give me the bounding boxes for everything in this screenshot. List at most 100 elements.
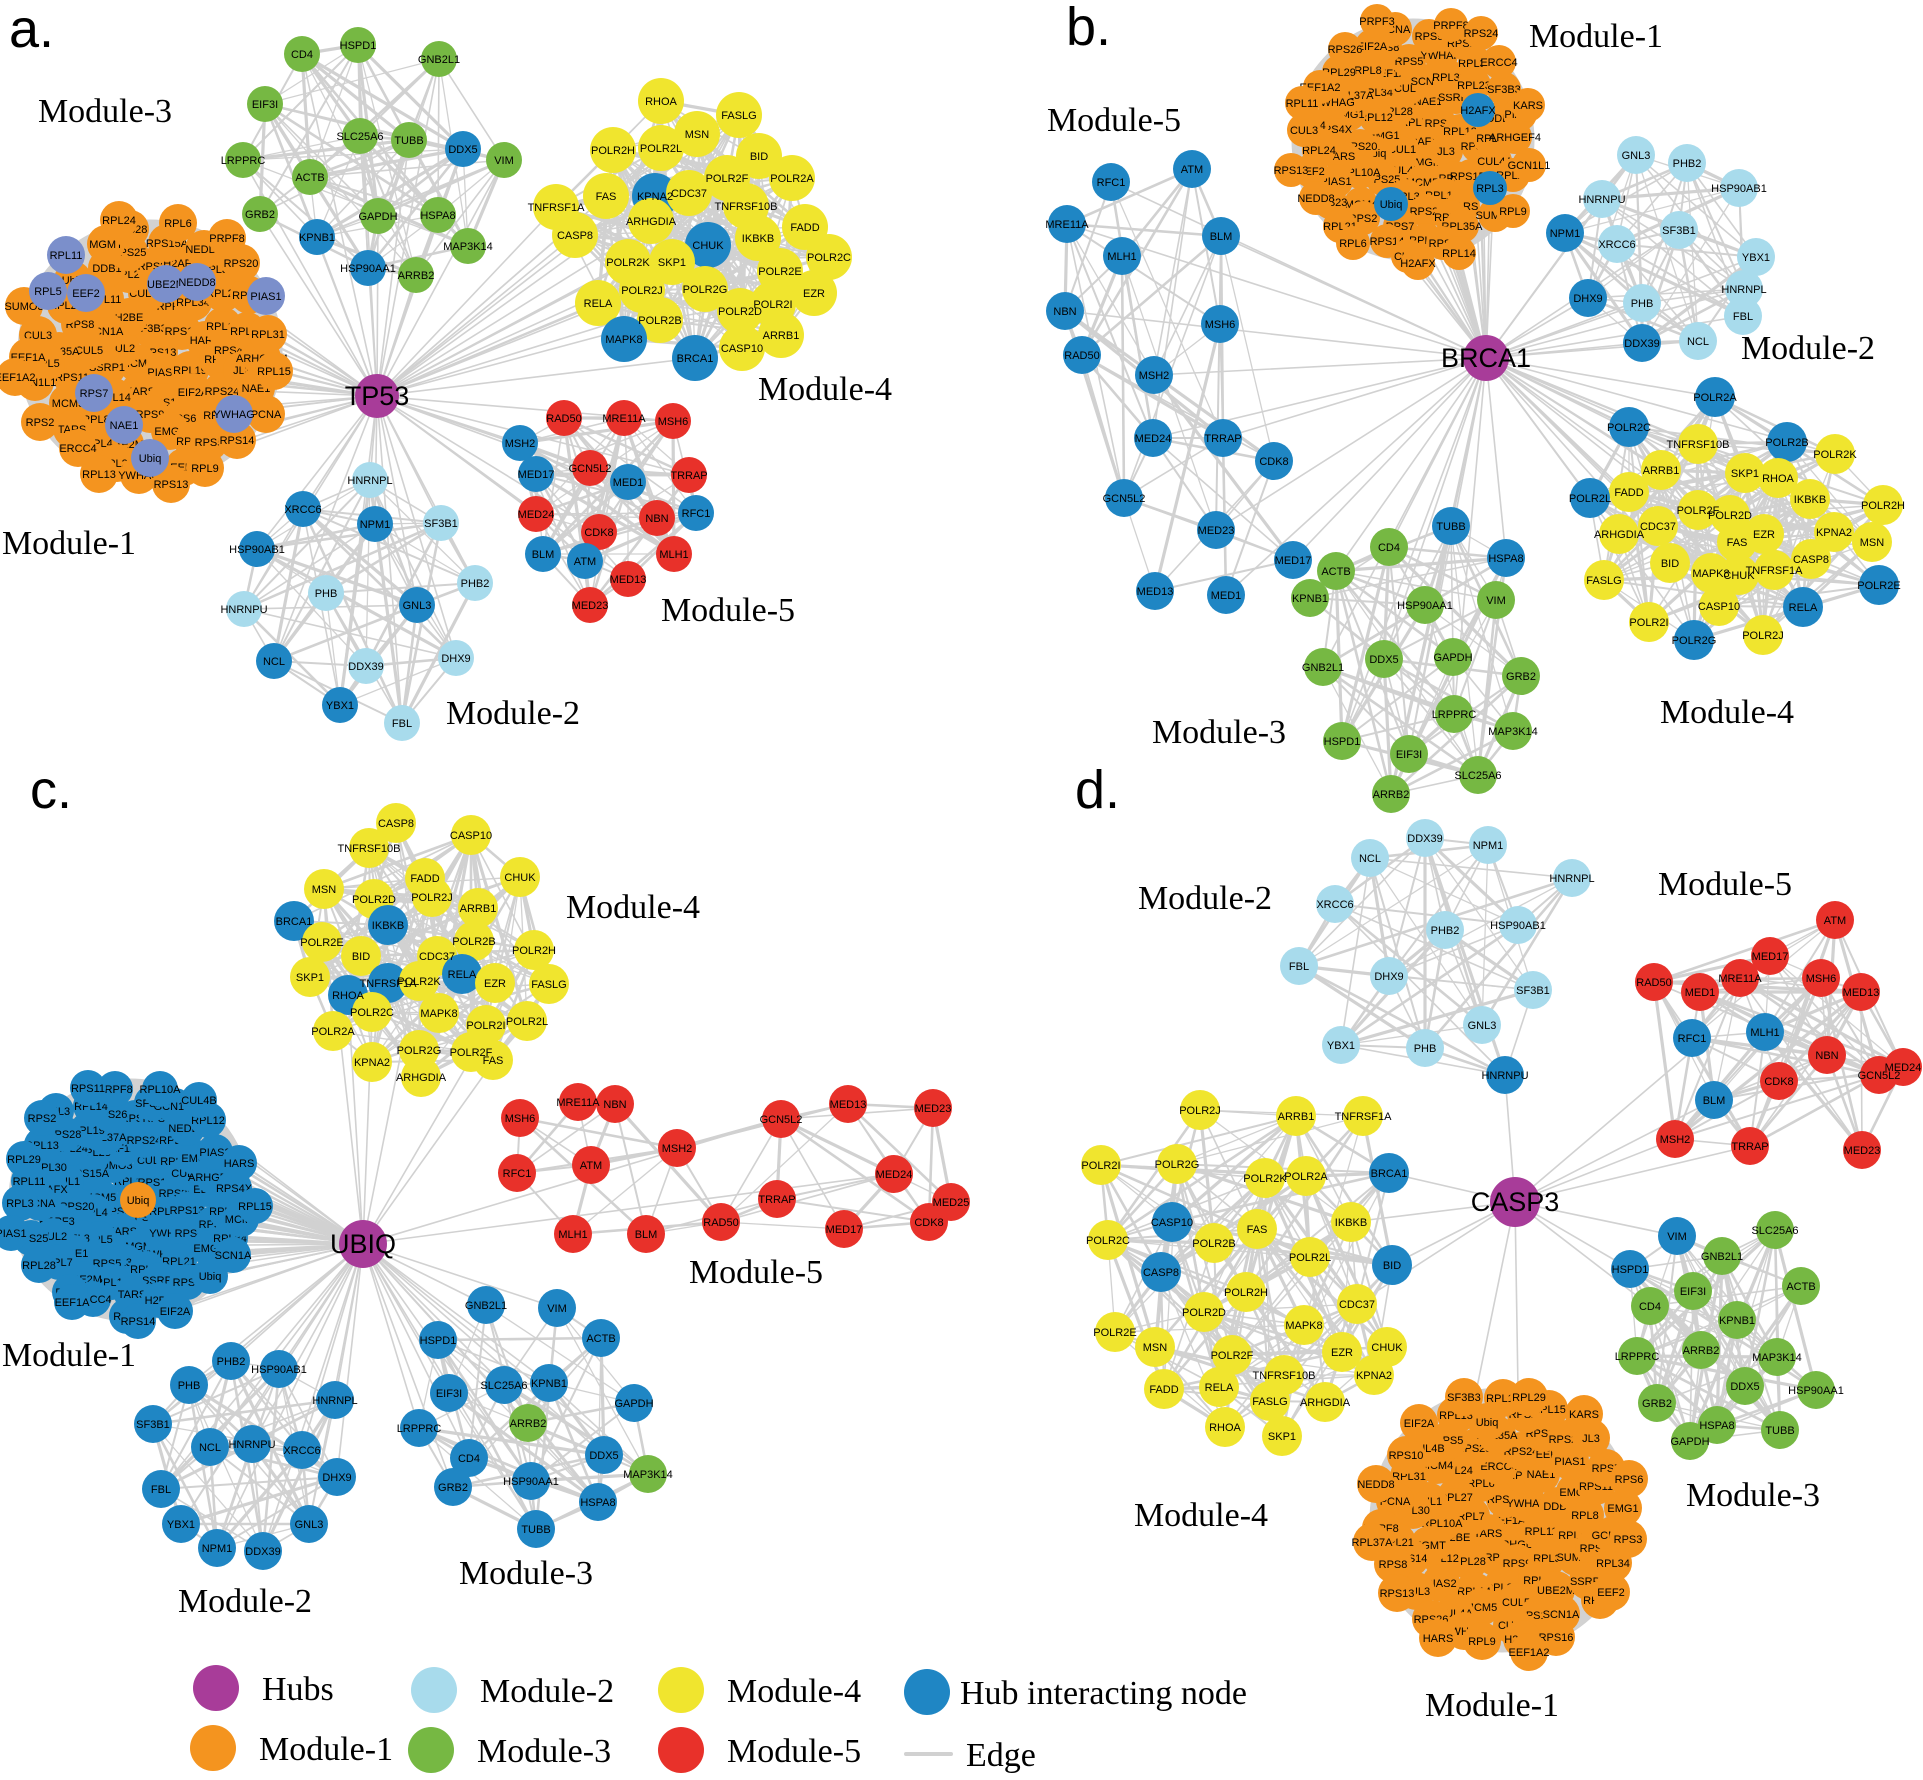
svg-text:VIM: VIM — [1667, 1231, 1687, 1243]
svg-text:RPS26: RPS26 — [1328, 44, 1363, 56]
svg-text:Module-2: Module-2 — [446, 695, 580, 732]
svg-text:Module-4: Module-4 — [758, 371, 892, 408]
svg-text:HSPA8: HSPA8 — [580, 1497, 615, 1509]
svg-text:RPL8: RPL8 — [1354, 65, 1382, 77]
svg-text:PRPF3: PRPF3 — [1359, 16, 1394, 28]
svg-text:Module-3: Module-3 — [477, 1733, 611, 1770]
svg-text:MAP3K14: MAP3K14 — [623, 1469, 673, 1481]
svg-text:Module-3: Module-3 — [459, 1555, 593, 1592]
svg-text:ACTB: ACTB — [295, 172, 324, 184]
svg-text:Module-5: Module-5 — [727, 1733, 861, 1770]
svg-text:EIF3I: EIF3I — [1396, 749, 1422, 761]
svg-text:NAE1: NAE1 — [110, 420, 139, 432]
svg-text:EIF2A: EIF2A — [160, 1306, 191, 1318]
svg-text:POLR2H: POLR2H — [1861, 500, 1905, 512]
svg-text:GRB2: GRB2 — [1506, 671, 1536, 683]
svg-text:ATM: ATM — [1181, 164, 1203, 176]
svg-text:MED23: MED23 — [572, 600, 609, 612]
svg-text:ARHGDIA: ARHGDIA — [396, 1072, 447, 1084]
svg-text:CDK8: CDK8 — [584, 527, 613, 539]
svg-text:KPNB1: KPNB1 — [531, 1378, 567, 1390]
svg-text:HSPD1: HSPD1 — [420, 1335, 457, 1347]
svg-text:RPS8: RPS8 — [1379, 1559, 1408, 1571]
svg-text:GNB2L1: GNB2L1 — [1302, 662, 1344, 674]
svg-text:MAPK8: MAPK8 — [1285, 1320, 1322, 1332]
svg-text:BID: BID — [1383, 1260, 1401, 1272]
svg-text:d.: d. — [1075, 760, 1120, 820]
svg-text:POLR2L: POLR2L — [1289, 1252, 1331, 1264]
svg-text:ACTB: ACTB — [1786, 1281, 1815, 1293]
svg-text:DDX39: DDX39 — [1407, 833, 1442, 845]
svg-text:ARRB2: ARRB2 — [398, 270, 435, 282]
svg-text:Module-5: Module-5 — [661, 592, 795, 629]
svg-text:DDX5: DDX5 — [448, 144, 477, 156]
svg-text:MED13: MED13 — [1843, 987, 1880, 999]
svg-text:CASP10: CASP10 — [450, 830, 492, 842]
svg-text:FAS: FAS — [596, 191, 617, 203]
svg-text:POLR2D: POLR2D — [1708, 510, 1752, 522]
svg-text:RPS3: RPS3 — [1614, 1534, 1643, 1546]
svg-text:RPL11: RPL11 — [1525, 1526, 1558, 1538]
svg-text:MLH1: MLH1 — [1107, 251, 1136, 263]
svg-text:ARHGEF4: ARHGEF4 — [1489, 132, 1541, 144]
svg-text:EIF2A: EIF2A — [1404, 1418, 1435, 1430]
svg-text:GRB2: GRB2 — [1642, 1398, 1672, 1410]
svg-text:ATM: ATM — [574, 556, 596, 568]
svg-text:CDC37: CDC37 — [671, 188, 707, 200]
svg-text:KPNA2: KPNA2 — [1356, 1370, 1392, 1382]
svg-text:BRCA1: BRCA1 — [1441, 343, 1531, 373]
svg-text:SF3B1: SF3B1 — [1662, 225, 1696, 237]
svg-text:IKBKB: IKBKB — [1794, 494, 1826, 506]
svg-text:RPS24: RPS24 — [127, 1135, 162, 1147]
svg-text:Module-4: Module-4 — [1660, 694, 1794, 731]
svg-text:EEF1A2: EEF1A2 — [1509, 1647, 1550, 1659]
svg-text:RPS13: RPS13 — [1380, 1588, 1415, 1600]
svg-text:VIM: VIM — [547, 1303, 567, 1315]
svg-text:SLC25A6: SLC25A6 — [1751, 1225, 1798, 1237]
svg-text:CD4: CD4 — [1378, 542, 1400, 554]
svg-text:SKP1: SKP1 — [296, 972, 324, 984]
svg-text:ARRB1: ARRB1 — [1278, 1111, 1315, 1123]
svg-text:Module-1: Module-1 — [2, 525, 136, 562]
svg-text:Module-1: Module-1 — [1529, 18, 1663, 55]
svg-text:Module-5: Module-5 — [1658, 866, 1792, 903]
svg-text:ARHGDIA: ARHGDIA — [1300, 1397, 1351, 1409]
svg-text:RPS13: RPS13 — [1274, 165, 1309, 177]
svg-text:RPL31: RPL31 — [251, 329, 285, 341]
svg-text:HNRNPU: HNRNPU — [228, 1439, 275, 1451]
svg-text:MAP3K14: MAP3K14 — [443, 241, 493, 253]
svg-text:TRRAP: TRRAP — [758, 1194, 795, 1206]
svg-text:Module-4: Module-4 — [566, 889, 700, 926]
svg-text:RPL29: RPL29 — [1512, 1392, 1546, 1404]
svg-text:MRE11A: MRE11A — [602, 413, 646, 425]
svg-text:NPM1: NPM1 — [1550, 228, 1581, 240]
svg-text:IKBKB: IKBKB — [1335, 1217, 1367, 1229]
svg-text:RPS14: RPS14 — [220, 435, 255, 447]
svg-text:NBN: NBN — [603, 1099, 626, 1111]
svg-text:Module-2: Module-2 — [178, 1583, 312, 1620]
svg-text:YBX1: YBX1 — [1327, 1040, 1355, 1052]
svg-text:RPS2: RPS2 — [28, 1113, 57, 1125]
svg-text:Module-1: Module-1 — [259, 1731, 393, 1768]
svg-text:GRB2: GRB2 — [245, 209, 275, 221]
svg-text:HSPA8: HSPA8 — [1488, 553, 1523, 565]
svg-text:RFC1: RFC1 — [1097, 177, 1126, 189]
svg-text:GAPDH: GAPDH — [1433, 652, 1472, 664]
svg-text:MAP3K14: MAP3K14 — [1752, 1352, 1802, 1364]
svg-text:MSH6: MSH6 — [1205, 319, 1236, 331]
svg-text:RPL29: RPL29 — [7, 1154, 41, 1166]
svg-text:POLR2C: POLR2C — [807, 252, 851, 264]
svg-text:HSP90AB1: HSP90AB1 — [1711, 183, 1767, 195]
svg-text:GNB2L1: GNB2L1 — [1701, 1251, 1743, 1263]
svg-text:POLR2G: POLR2G — [1155, 1159, 1200, 1171]
svg-text:TUBB: TUBB — [1765, 1425, 1794, 1437]
svg-text:RPL3: RPL3 — [6, 1198, 34, 1210]
svg-text:DHX9: DHX9 — [1573, 293, 1602, 305]
svg-text:MLH1: MLH1 — [659, 549, 688, 561]
svg-text:Ubiq: Ubiq — [1476, 1417, 1499, 1429]
svg-text:POLR2B: POLR2B — [638, 315, 681, 327]
svg-text:HARS: HARS — [1423, 1633, 1454, 1645]
svg-text:NPM1: NPM1 — [1473, 840, 1504, 852]
svg-text:CASP8: CASP8 — [557, 230, 593, 242]
svg-text:CDC37: CDC37 — [419, 951, 455, 963]
